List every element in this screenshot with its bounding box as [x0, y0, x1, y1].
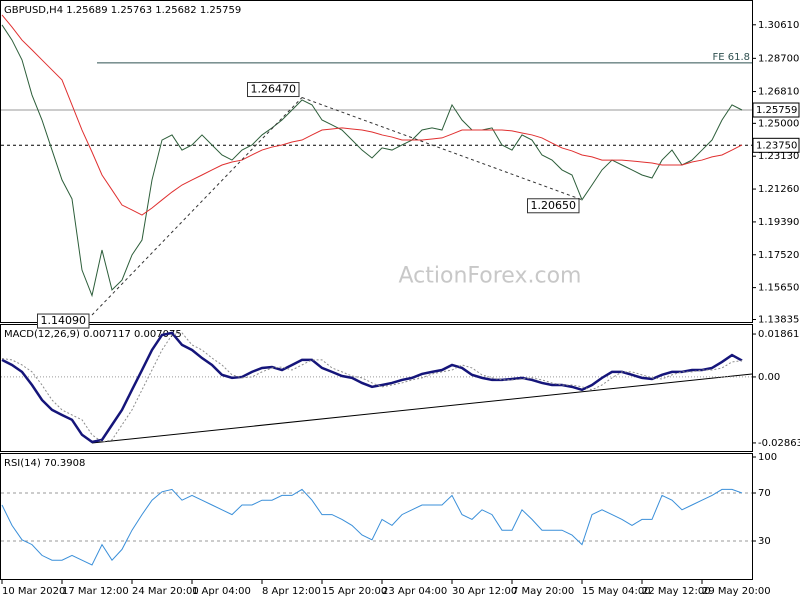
y-tick-label: 1.15650	[758, 283, 799, 294]
x-tick-label: 29 May 20:00	[702, 586, 771, 597]
watermark: ActionForex.com	[399, 263, 582, 288]
y-tick-label: -0.028631	[758, 438, 800, 449]
x-tick-label: 17 Mar 12:00	[62, 586, 129, 597]
y-tick-label: 1.26810	[758, 87, 799, 98]
rsi-pane-frame	[0, 453, 753, 580]
y-tick-label: 1.30610	[758, 20, 799, 31]
series-line	[1, 488, 743, 566]
x-tick-label: 15 Apr 20:00	[322, 586, 387, 597]
series-line	[1, 331, 743, 444]
series-line	[1, 24, 743, 298]
y-tick-label: 1.19390	[758, 217, 799, 228]
y-tick-label: 0.018615	[758, 329, 800, 340]
pane-title: MACD(12,26,9) 0.007117 0.007075	[4, 329, 182, 340]
series-line	[1, 332, 743, 443]
y-tick-label: 30	[758, 536, 771, 547]
pane-title: GBPUSD,H4 1.25689 1.25763 1.25682 1.2575…	[4, 5, 241, 16]
y-tick-label: 1.25000	[758, 118, 799, 129]
x-tick-label: 15 May 04:00	[582, 586, 651, 597]
y-tick-label: 1.21260	[758, 184, 799, 195]
y-tick-label: 0.00	[758, 372, 780, 383]
x-tick-label: 24 Mar 20:00	[132, 586, 199, 597]
annotation-label: 1.26470	[251, 83, 297, 96]
x-tick-label: 1 Apr 04:00	[192, 586, 251, 597]
price-mark-box	[752, 102, 800, 118]
macd-pane-frame	[0, 324, 753, 452]
annotation-box	[37, 313, 90, 329]
annotation-box	[247, 82, 300, 98]
annotation-label: 1.20650	[531, 199, 577, 212]
price-pane-frame	[0, 0, 753, 323]
price-mark-label: 1.25759	[756, 105, 797, 116]
y-tick-label: 1.28700	[758, 53, 799, 64]
y-tick-label: 1.17520	[758, 250, 799, 261]
price-mark-box	[752, 137, 800, 153]
y-tick-label: 1.13835	[758, 315, 799, 326]
y-tick-label: 100	[758, 452, 777, 463]
x-tick-label: 7 May 20:00	[512, 586, 574, 597]
pane-title: RSI(14) 70.3908	[4, 458, 85, 469]
x-tick-label: 10 Mar 2020	[2, 586, 65, 597]
fe-label: FE 61.8	[712, 52, 750, 63]
trendline	[91, 97, 303, 316]
annotation-box	[527, 198, 580, 214]
x-tick-label: 23 Apr 04:00	[382, 586, 447, 597]
series-line	[1, 14, 743, 216]
price-mark-label: 1.23750	[756, 140, 797, 151]
annotation-label: 1.14090	[41, 314, 87, 327]
x-tick-label: 22 May 12:00	[642, 586, 711, 597]
x-tick-label: 8 Apr 12:00	[262, 586, 321, 597]
trendline	[301, 97, 583, 201]
macd-trendline	[91, 373, 753, 444]
y-tick-label: 70	[758, 488, 771, 499]
x-tick-label: 30 Apr 12:00	[452, 586, 517, 597]
y-tick-label: 1.23130	[758, 151, 799, 162]
